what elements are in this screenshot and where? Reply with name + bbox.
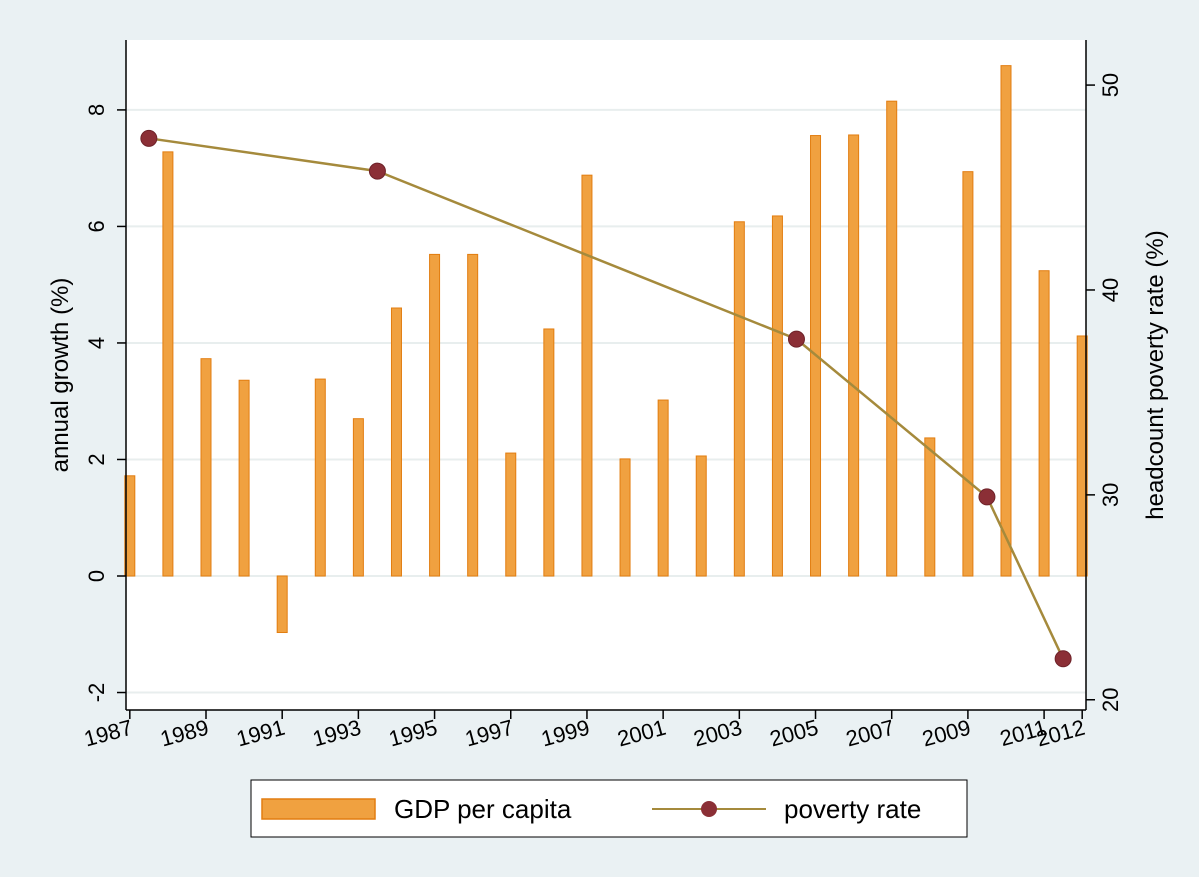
right-tick-label: 20 (1098, 688, 1123, 712)
left-axis-title: annual growth (%) (47, 278, 74, 473)
bar-gdp-1994 (390, 307, 402, 577)
bar-gdp-2003 (733, 221, 745, 577)
poverty-point (978, 488, 996, 506)
bar-gdp-1997 (505, 452, 517, 577)
poverty-point (1054, 650, 1072, 668)
axis-titles: annual growth (%) headcount poverty rate… (47, 230, 1169, 520)
plot-area (126, 40, 1086, 710)
right-axis-title: headcount poverty rate (%) (1142, 230, 1169, 520)
bar-gdp-1992 (314, 378, 326, 577)
left-tick-label: -2 (84, 683, 109, 703)
bar-gdp-2007 (886, 100, 898, 577)
right-tick-label: 50 (1098, 73, 1123, 97)
left-tick-label: 2 (84, 453, 109, 465)
left-tick-label: 0 (84, 570, 109, 582)
bar-gdp-2011 (1038, 270, 1050, 577)
bar-gdp-2004 (771, 215, 783, 577)
left-tick-label: 4 (84, 337, 109, 349)
bar-gdp-1991 (276, 575, 288, 634)
legend: GDP per capita poverty rate (250, 779, 968, 838)
poverty-point (368, 162, 386, 180)
right-tick-label: 40 (1098, 278, 1123, 302)
bar-gdp-2001 (657, 399, 669, 577)
bar-gdp-2010 (1000, 65, 1012, 577)
poverty-point (140, 129, 158, 147)
bar-gdp-1996 (467, 253, 479, 577)
bar-gdp-1998 (543, 328, 555, 577)
bar-gdp-1990 (238, 379, 250, 577)
right-tick-label: 30 (1098, 483, 1123, 507)
legend-swatch-gdp (261, 798, 376, 820)
legend-label-gdp: GDP per capita (394, 794, 572, 824)
poverty-point (787, 330, 805, 348)
bar-gdp-2009 (962, 171, 974, 577)
bar-gdp-2008 (924, 437, 936, 577)
bar-gdp-2006 (848, 134, 860, 577)
bar-gdp-1988 (162, 151, 174, 577)
bar-gdp-1995 (429, 253, 441, 577)
bar-gdp-2002 (695, 455, 707, 577)
bar-gdp-1987 (124, 475, 136, 577)
left-tick-label: 8 (84, 104, 109, 116)
legend-label-poverty: poverty rate (784, 794, 921, 824)
poverty-line-layer (140, 129, 1072, 668)
bar-gdp-1999 (581, 174, 593, 577)
left-tick-label: 6 (84, 220, 109, 232)
bar-gdp-1989 (200, 358, 212, 577)
bar-gdp-2012 (1076, 335, 1088, 577)
bar-gdp-1993 (352, 418, 364, 577)
legend-swatch-poverty-marker (701, 801, 717, 817)
bar-gdp-2000 (619, 458, 631, 577)
axes (117, 40, 1095, 719)
